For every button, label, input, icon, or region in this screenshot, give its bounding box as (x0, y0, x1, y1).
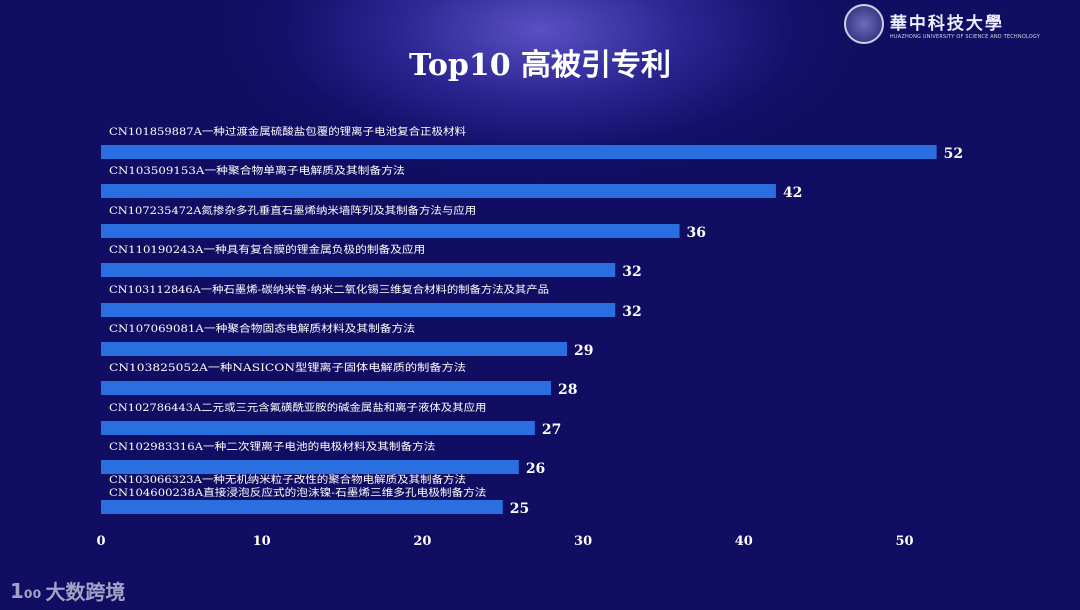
bar (101, 460, 519, 474)
category-label: CN101859887A一种过渡金属硫酸盐包覆的锂离子电池复合正极材料 (109, 125, 466, 138)
logo-english-name: HUAZHONG UNIVERSITY OF SCIENCE AND TECHN… (889, 33, 1040, 40)
bar (101, 263, 616, 277)
bar-value-label: 26 (526, 461, 545, 477)
x-tick-label: 40 (735, 534, 753, 549)
category-label: CN104600238A直接浸泡反应式的泡沫镍-石墨烯三维多孔电极制备方法 (109, 486, 486, 499)
x-tick-label: 10 (253, 534, 271, 549)
bar (101, 303, 616, 317)
slide-title: Top10 高被引专利 (408, 48, 672, 83)
category-label: CN107069081A一种聚合物固态电解质材料及其制备方法 (109, 322, 415, 335)
bar-value-label: 25 (510, 501, 529, 517)
x-tick-label: 20 (413, 534, 431, 549)
bar (101, 184, 776, 198)
bar-value-label: 27 (542, 422, 561, 438)
bar-value-label: 32 (622, 304, 641, 320)
category-label: CN103509153A一种聚合物单离子电解质及其制备方法 (109, 164, 405, 177)
x-tick-label: 30 (574, 534, 592, 549)
university-seal-icon (843, 4, 884, 44)
logo-chinese-name: 華中科技大學 (889, 13, 1004, 34)
watermark: 1₀₀ 大数跨境 (10, 576, 125, 605)
category-label: CN110190243A一种具有复合膜的锂金属负极的制备及应用 (109, 243, 425, 256)
x-tick-label: 0 (96, 534, 105, 549)
bar-value-label: 42 (783, 185, 802, 201)
university-logo: 華中科技大學 HUAZHONG UNIVERSITY OF SCIENCE AN… (843, 4, 1040, 44)
bar (101, 421, 535, 435)
bar (101, 224, 680, 238)
bar (101, 145, 937, 159)
bar (101, 381, 551, 395)
bar-value-label: 36 (687, 225, 706, 241)
brand-logo-icon: 1₀₀ (10, 578, 42, 603)
bar-value-label: 29 (574, 343, 593, 359)
bar-value-label: 52 (944, 146, 963, 162)
bar-value-label: 28 (558, 382, 577, 398)
category-label: CN103112846A一种石墨烯-碳纳米管-纳米二氧化锡三维复合材料的制备方法… (109, 283, 549, 296)
category-label: CN103066323A一种无机纳米粒子改性的聚合物电解质及其制备方法 (109, 473, 466, 486)
watermark-text: 大数跨境 (45, 580, 126, 604)
x-tick-label: 50 (895, 534, 913, 549)
logo-text: 華中科技大學 HUAZHONG UNIVERSITY OF SCIENCE AN… (890, 9, 1040, 40)
bar (101, 500, 503, 514)
bar-value-label: 32 (622, 264, 641, 280)
bar (101, 342, 568, 356)
category-label: CN107235472A氮掺杂多孔垂直石墨烯纳米墙阵列及其制备方法与应用 (109, 204, 476, 217)
category-label: CN102983316A一种二次锂离子电池的电极材料及其制备方法 (109, 440, 435, 453)
category-label: CN103825052A一种NASICON型锂离子固体电解质的制备方法 (109, 361, 466, 374)
category-label: CN102786443A二元或三元含氟磺酰亚胺的碱金属盐和离子液体及其应用 (109, 401, 486, 414)
